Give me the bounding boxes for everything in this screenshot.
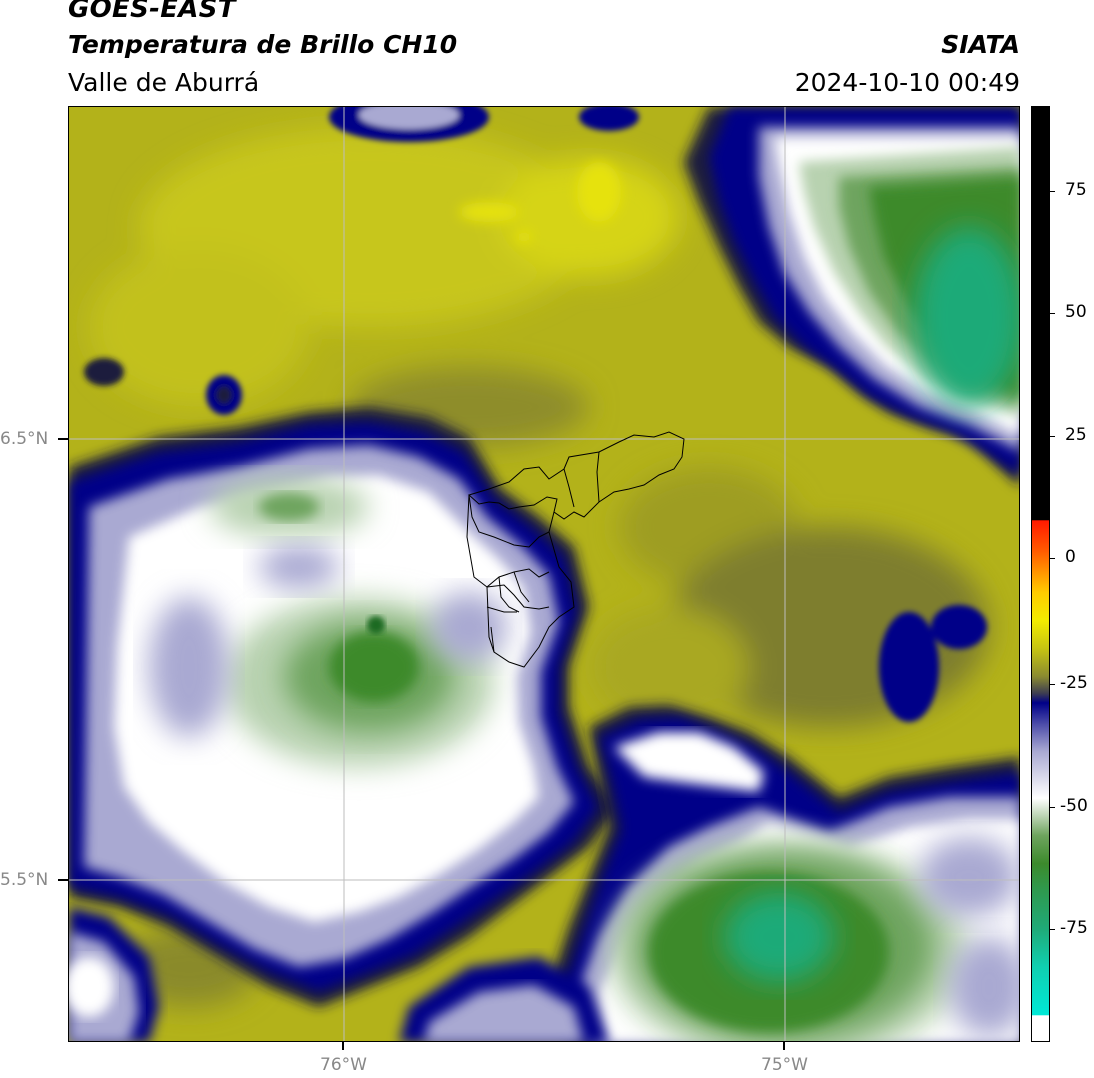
municipal-boundaries bbox=[466, 431, 685, 668]
colorbar-gradient bbox=[1032, 107, 1049, 1041]
cb-label-m25: -25 bbox=[1060, 673, 1088, 693]
region-subtitle: Valle de Aburrá bbox=[68, 68, 260, 97]
colorbar bbox=[1031, 106, 1050, 1042]
cb-tick-0 bbox=[1050, 558, 1055, 559]
cb-label-25: 25 bbox=[1065, 425, 1087, 445]
cb-label-m50: -50 bbox=[1060, 796, 1088, 816]
cb-tick-m75 bbox=[1050, 929, 1055, 930]
map-canvas bbox=[69, 107, 1019, 1041]
cb-label-0: 0 bbox=[1065, 547, 1076, 567]
cb-tick-50 bbox=[1050, 313, 1055, 314]
cb-label-75: 75 bbox=[1065, 180, 1087, 200]
timestamp-label: 2024-10-10 00:49 bbox=[794, 68, 1020, 97]
lat-label-5-5: 5.5°N bbox=[0, 870, 49, 890]
cb-label-50: 50 bbox=[1065, 302, 1087, 322]
gridlines bbox=[69, 107, 1019, 1041]
lon-tick-76 bbox=[342, 1042, 344, 1050]
cb-tick-m25 bbox=[1050, 684, 1055, 685]
small-cold-cells bbox=[84, 107, 987, 722]
lat-label-6-5: 6.5°N bbox=[0, 429, 49, 449]
cloud-northeast bbox=[684, 107, 1019, 486]
cb-tick-75 bbox=[1050, 191, 1055, 192]
lon-label-75: 75°W bbox=[761, 1055, 808, 1075]
cloud-southwest bbox=[69, 907, 609, 1041]
satellite-title: GOES-EAST bbox=[68, 0, 236, 24]
brand-label: SIATA bbox=[941, 30, 1020, 59]
lat-tick-5-5 bbox=[58, 879, 68, 881]
yellow-highlights bbox=[459, 162, 621, 243]
cb-tick-25 bbox=[1050, 436, 1055, 437]
lon-label-76: 76°W bbox=[320, 1055, 367, 1075]
lat-tick-6-5 bbox=[58, 438, 68, 440]
cloud-southcentral bbox=[549, 705, 1019, 1041]
cb-tick-m50 bbox=[1050, 807, 1055, 808]
brightness-temperature-map bbox=[68, 106, 1020, 1042]
product-title: Temperatura de Brillo CH10 bbox=[68, 30, 458, 59]
lon-tick-75 bbox=[783, 1042, 785, 1050]
cb-label-m75: -75 bbox=[1060, 918, 1088, 938]
